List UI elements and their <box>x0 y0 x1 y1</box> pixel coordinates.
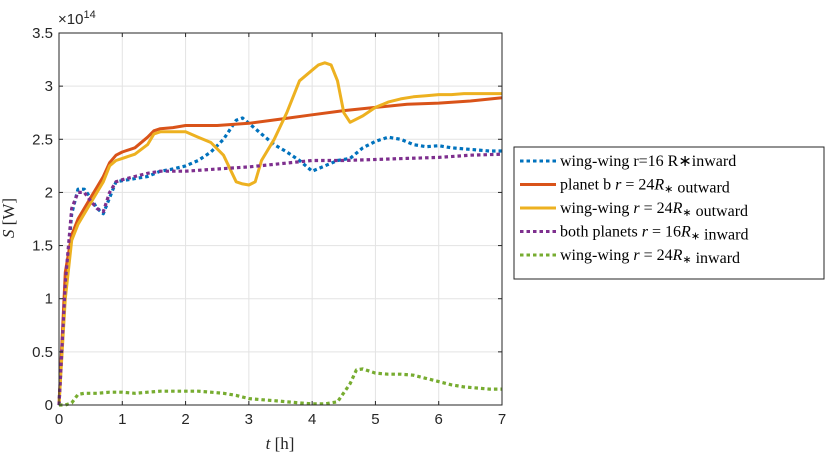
y-tick-label: 2 <box>45 184 53 201</box>
x-tick-label: 1 <box>118 411 126 428</box>
y-tick-label: 0 <box>45 397 53 414</box>
y-tick-label: 1 <box>45 291 53 308</box>
x-tick-label: 4 <box>308 411 316 428</box>
y-tick-label: 0.5 <box>32 344 53 361</box>
legend-label-4: both planets r = 16R∗ inward <box>560 224 748 244</box>
legend-box <box>513 146 825 280</box>
series-line-2 <box>57 96 503 406</box>
y-axis-label: S [W] <box>0 198 18 238</box>
axis-ticks: 0 1 2 3 4 5 6 7 0 0.5 1 1.5 2 2.5 3 3.5 <box>32 25 506 428</box>
legend-label-1: wing-wing r=16 R∗inward <box>560 153 736 170</box>
x-tick-label: 7 <box>498 411 506 428</box>
x-tick-label: 5 <box>371 411 379 428</box>
x-axis-label: t [h] <box>266 434 295 453</box>
x-tick-label: 2 <box>181 411 189 428</box>
x-tick-label: 3 <box>245 411 253 428</box>
series-line-4 <box>57 152 503 406</box>
series-lines <box>57 61 503 407</box>
legend-label-3: wing-wing r = 24R∗ outward <box>560 200 748 220</box>
series-line-3 <box>57 61 502 406</box>
y-exponent-label: ×1014 <box>58 9 96 28</box>
plot-frame <box>58 32 503 406</box>
y-tick-label: 3 <box>45 78 53 95</box>
series-line-5 <box>59 367 502 407</box>
legend-label-2: planet b r = 24R∗ outward <box>560 177 730 197</box>
legend: wing-wing r=16 R∗inward planet b r = 24R∗… <box>513 146 825 280</box>
y-tick-label: 1.5 <box>32 238 53 255</box>
y-tick-label: 2.5 <box>32 131 53 148</box>
legend-label-5: wing-wing r = 24R∗ inward <box>560 247 740 267</box>
y-tick-label: 3.5 <box>32 25 53 42</box>
x-tick-label: 6 <box>435 411 443 428</box>
x-tick-label: 0 <box>55 411 63 428</box>
